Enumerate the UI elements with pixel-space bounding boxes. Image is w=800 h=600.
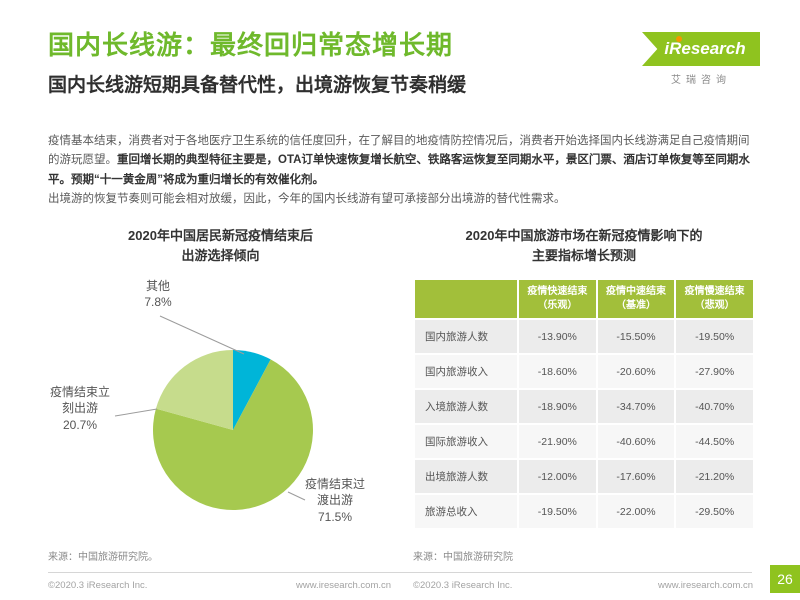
logo-flag-shape: iResearch [642, 32, 760, 66]
table-title-line2: 主要指标增长预测 [531, 248, 636, 264]
pie-label-other-text: 其他 [145, 279, 170, 294]
footer-copyright-right: ©2020.3 iResearch Inc. [413, 580, 513, 591]
pie-slice-2 [155, 350, 233, 431]
pie-title-line1: 2020年中国居民新冠疫情结束后 [128, 228, 313, 243]
logo-orange-dot-icon [676, 36, 682, 42]
forecast-table-block: 2020年中国旅游市场在新冠疫情影响下的 主要指标增长预测 疫情快速结束 （乐观… [413, 226, 755, 531]
pie-slice-0 [233, 350, 271, 431]
table-title-line1: 2020年中国旅游市场在新冠疫情影响下的 [465, 228, 703, 243]
pie-title-line2: 出游选择倾向 [181, 248, 260, 264]
table-row-label: 国内旅游人数 [415, 320, 517, 354]
pie-label-immediate-travel: 疫情结束立刻出游 20.7% [48, 384, 112, 433]
page-header: 国内长线游：最终回归常态增长期 国内长线游短期具备替代性，出境游恢复节奏稍缓 [48, 30, 630, 98]
table-row: 国内旅游收入 -18.60% -20.60% -27.90% [415, 355, 753, 389]
iresearch-logo: iResearch 艾瑞咨询 [642, 32, 760, 86]
forecast-table-title: 2020年中国旅游市场在新冠疫情影响下的 主要指标增长预测 [413, 226, 755, 266]
table-col-header-2: 疫情慢速结束 （悲观） [676, 280, 753, 319]
table-source-note: 来源：中国旅游研究院 [413, 552, 513, 563]
page-title: 国内长线游：最终回归常态增长期 [48, 30, 454, 60]
table-cell: -21.20% [676, 460, 753, 494]
page-subtitle: 国内长线游短期具备替代性，出境游恢复节奏稍缓 [48, 75, 467, 97]
intro-paragraph: 疫情基本结束，消费者对于各地医疗卫生系统的信任度回升，在了解目的地疫情防控情况后… [48, 132, 754, 209]
table-col-header-0: 疫情快速结束 （乐观） [519, 280, 596, 319]
table-row: 国内旅游人数 -13.90% -15.50% -19.50% [415, 320, 753, 354]
pie-label-transition-travel: 疫情结束过渡出游 71.5% [302, 476, 368, 525]
footer-copyright-left: ©2020.3 iResearch Inc. [48, 580, 148, 591]
table-row: 出境旅游人数 -12.00% -17.60% -21.20% [415, 460, 753, 494]
table-cell: -19.50% [676, 320, 753, 354]
footer-divider [48, 572, 752, 573]
pie-label-other: 其他 7.8% [124, 278, 192, 310]
table-cell: -44.50% [676, 425, 753, 459]
pie-slices-group [152, 350, 313, 511]
table-cell: -20.60% [597, 355, 675, 389]
table-cell: -13.90% [519, 320, 596, 354]
pie-label-immediate-text: 疫情结束立刻出游 [49, 385, 110, 416]
intro-text-bold: 重回增长期的典型特征主要是，OTA订单快速恢复增长航空、铁路客运恢复至同期水平，… [48, 154, 750, 186]
table-row-label: 国际旅游收入 [415, 425, 517, 459]
pie-chart-title: 2020年中国居民新冠疫情结束后 出游选择倾向 [48, 226, 393, 266]
table-cell: -18.90% [519, 390, 596, 424]
table-row: 旅游总收入 -19.50% -22.00% -29.50% [415, 495, 753, 529]
pie-leader-lines [114, 315, 306, 501]
logo-brand-text: iResearch [664, 39, 746, 58]
pie-label-other-value: 7.8% [144, 295, 172, 310]
table-cell: -29.50% [676, 495, 753, 529]
table-cell: -18.60% [519, 355, 596, 389]
table-cell: -21.90% [519, 425, 596, 459]
footer-website-left: www.iresearch.com.cn [296, 580, 392, 591]
table-cell: -19.50% [519, 495, 596, 529]
table-row-label: 国内旅游收入 [415, 355, 517, 389]
pie-label-immediate-value: 20.7% [62, 417, 98, 432]
intro-text-line2: 出境游的恢复节奏则可能会相对放缓，因此，今年的国内长线游有望可承接部分出境游的替… [48, 192, 566, 205]
pie-label-transition-text: 疫情结束过渡出游 [304, 477, 365, 508]
pie-chart-block: 2020年中国居民新冠疫情结束后 出游选择倾向 其他 7.8% 疫情结束立刻出游… [48, 226, 393, 544]
pie-label-transition-value: 71.5% [317, 509, 353, 524]
table-cell: -27.90% [676, 355, 753, 389]
table-cell: -17.60% [597, 460, 675, 494]
table-row: 入境旅游人数 -18.90% -34.70% -40.70% [415, 390, 753, 424]
table-cell: -34.70% [597, 390, 675, 424]
table-row-label: 出境旅游人数 [415, 460, 517, 494]
logo-brand-chinese: 艾瑞咨询 [671, 75, 731, 86]
table-cell: -40.60% [597, 425, 675, 459]
table-col-header-1: 疫情中速结束 （基准） [597, 280, 675, 319]
table-cell: -15.50% [597, 320, 675, 354]
pie-slice-1 [152, 359, 313, 511]
forecast-table: 疫情快速结束 （乐观） 疫情中速结束 （基准） 疫情慢速结束 （悲观） 国内旅游人数… [413, 278, 755, 531]
table-row: 国际旅游收入 -21.90% -40.60% -44.50% [415, 425, 753, 459]
table-row-label: 旅游总收入 [415, 495, 517, 529]
pie-source-note: 来源：中国旅游研究院。 [48, 552, 158, 563]
table-row-label: 入境旅游人数 [415, 390, 517, 424]
page-number-badge: 26 [770, 565, 800, 593]
footer-website-right: www.iresearch.com.cn [658, 580, 754, 591]
table-corner-cell [415, 280, 517, 319]
forecast-table-head-row: 疫情快速结束 （乐观） 疫情中速结束 （基准） 疫情慢速结束 （悲观） [415, 280, 753, 319]
forecast-table-body: 国内旅游人数 -13.90% -15.50% -19.50% 国内旅游收入 -18.60%… [415, 320, 753, 529]
table-cell: -40.70% [676, 390, 753, 424]
table-cell: -22.00% [597, 495, 675, 529]
intro-text-normal: 疫情基本结束，消费者对于各地医疗卫生系统的信任度回升，在了解目的地疫情防控情况后… [48, 135, 750, 167]
pie-chart-svg [114, 315, 313, 511]
pie-chart-area: 其他 7.8% 疫情结束立刻出游 20.7% 疫情结束过渡出游 71.5% [48, 270, 388, 544]
table-cell: -12.00% [519, 460, 596, 494]
